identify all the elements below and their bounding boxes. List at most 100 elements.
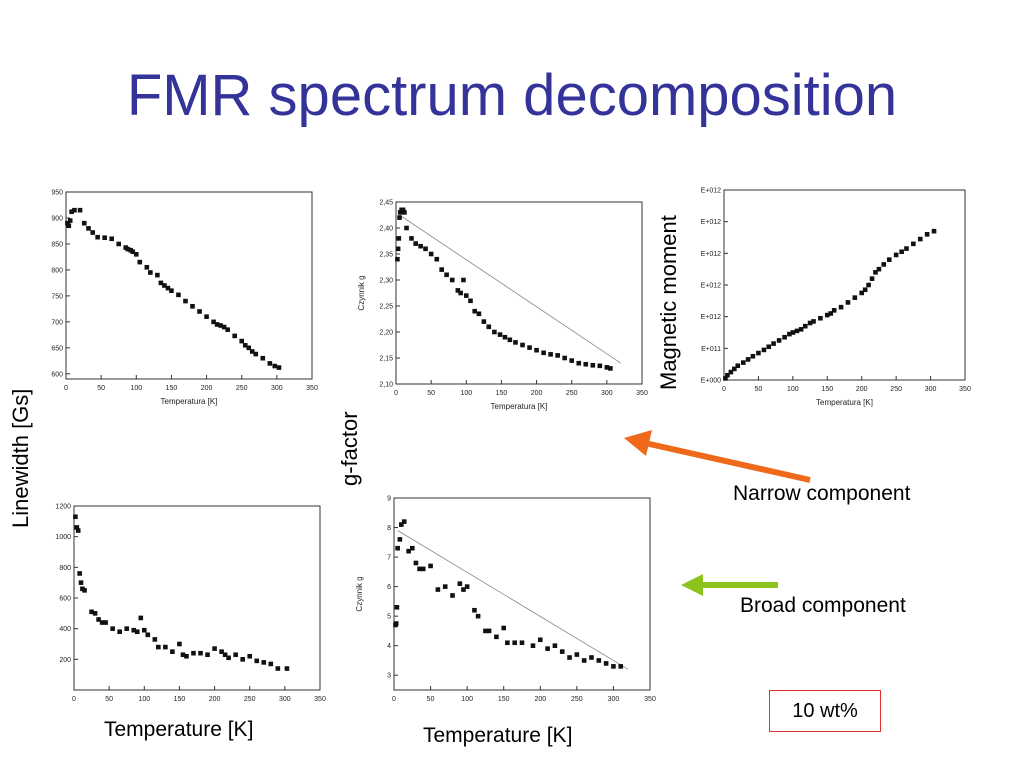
x-tick-label: 150 xyxy=(166,385,178,392)
data-point xyxy=(260,355,266,361)
data-point xyxy=(249,349,255,354)
data-point xyxy=(275,666,281,671)
data-point xyxy=(253,351,259,357)
chart-narrow-magnetic-moment: 0 50 100 150 200 250 300 350 E+000 E+011 E+012 E+01… xyxy=(701,188,971,408)
data-point xyxy=(261,660,267,665)
data-point xyxy=(404,225,409,231)
y-axis-title: Czynnik g xyxy=(355,576,364,611)
x-tick-label: 350 xyxy=(314,696,326,703)
data-point xyxy=(86,226,91,231)
data-point xyxy=(197,309,202,314)
data-point xyxy=(596,658,602,663)
data-point xyxy=(472,308,478,314)
data-point xyxy=(180,652,186,658)
data-point xyxy=(845,300,851,305)
data-point xyxy=(211,319,216,325)
x-tick-label: 200 xyxy=(534,696,546,703)
data-point xyxy=(205,652,210,658)
data-point xyxy=(527,345,532,350)
data-point xyxy=(911,241,916,247)
data-point xyxy=(917,236,923,242)
data-point xyxy=(409,545,415,551)
data-point xyxy=(117,629,122,635)
data-point xyxy=(608,366,613,371)
data-point xyxy=(152,637,158,642)
data-point xyxy=(401,519,407,524)
y-tick-label: 2,30 xyxy=(379,278,393,285)
x-tick-label: 300 xyxy=(279,696,291,703)
data-point xyxy=(442,584,448,589)
data-point xyxy=(247,653,253,659)
data-point xyxy=(284,666,290,671)
data-point xyxy=(212,646,217,651)
data-point xyxy=(583,361,589,367)
y-tick-label: E+012 xyxy=(701,314,722,321)
y-tick-label: 950 xyxy=(51,190,63,197)
data-point xyxy=(163,644,168,650)
x-tick-label: 100 xyxy=(460,390,472,397)
x-tick-label: 50 xyxy=(755,386,763,393)
data-point xyxy=(497,332,503,337)
data-point xyxy=(420,566,426,572)
data-point xyxy=(198,650,203,656)
data-point xyxy=(145,632,151,638)
data-point xyxy=(90,230,96,235)
data-point xyxy=(475,613,481,619)
data-point xyxy=(99,620,105,625)
data-point xyxy=(513,340,518,345)
data-point xyxy=(395,545,400,551)
x-axis-title: Temperatura [K] xyxy=(491,402,548,411)
data-point xyxy=(567,655,572,660)
data-point xyxy=(226,655,231,661)
fit-line xyxy=(397,530,629,670)
y-tick-label: 800 xyxy=(51,267,63,274)
data-point xyxy=(782,334,787,340)
data-point xyxy=(461,277,466,283)
data-point xyxy=(866,282,871,288)
data-point xyxy=(581,658,587,663)
data-point xyxy=(735,363,741,369)
data-point xyxy=(268,661,274,667)
x-tick-label: 100 xyxy=(461,696,473,703)
data-point xyxy=(893,252,899,258)
data-point xyxy=(162,283,167,288)
data-point xyxy=(276,365,282,370)
x-tick-label: 350 xyxy=(636,390,648,397)
x-tick-label: 200 xyxy=(531,390,543,397)
data-point xyxy=(184,653,189,659)
data-point xyxy=(723,376,728,381)
y-tick-label: 600 xyxy=(51,371,63,378)
x-tick-label: 300 xyxy=(925,386,937,393)
data-point xyxy=(455,288,461,293)
data-point xyxy=(418,243,423,249)
data-point xyxy=(481,319,487,324)
data-point xyxy=(873,270,878,275)
data-point xyxy=(137,259,143,265)
data-point xyxy=(435,587,441,592)
data-point xyxy=(73,514,78,520)
data-point xyxy=(505,640,510,646)
data-point xyxy=(204,314,209,319)
data-point xyxy=(502,334,508,340)
data-point xyxy=(464,584,470,589)
y-tick-label: 200 xyxy=(59,657,71,664)
data-point xyxy=(125,246,131,252)
data-point xyxy=(394,604,400,610)
data-point xyxy=(492,329,497,335)
data-point xyxy=(472,607,477,613)
data-point xyxy=(852,295,858,300)
data-point xyxy=(876,266,882,272)
data-point xyxy=(221,324,227,330)
y-tick-label: 4 xyxy=(387,643,391,650)
plot-narrow-linewidth: 0 50 100 150 200 250 300 350 600 650 700 750 800 850 9… xyxy=(22,186,322,411)
data-point xyxy=(838,304,844,310)
data-point xyxy=(413,241,418,246)
data-point xyxy=(232,333,237,339)
data-point xyxy=(512,640,517,646)
x-tick-label: 0 xyxy=(64,385,68,392)
data-point xyxy=(725,372,730,378)
data-point xyxy=(272,363,278,369)
y-tick-label: 8 xyxy=(387,525,391,532)
y-tick-label: 2,40 xyxy=(379,226,393,233)
data-point xyxy=(246,345,252,351)
